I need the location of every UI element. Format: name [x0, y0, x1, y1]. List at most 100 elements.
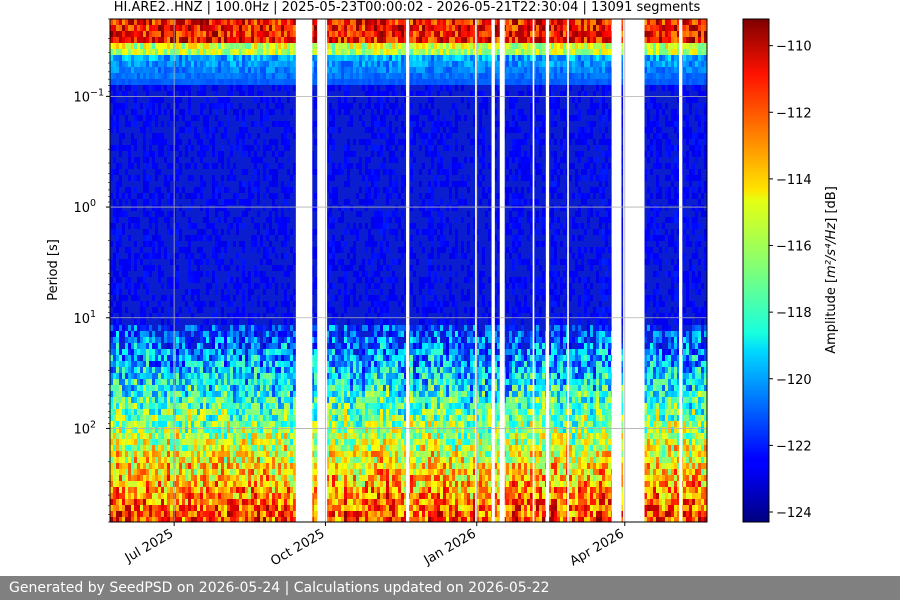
heatmap-cell	[335, 451, 338, 457]
heatmap-cell	[227, 457, 230, 463]
heatmap-cell	[149, 121, 152, 127]
heatmap-cell	[257, 445, 260, 451]
heatmap-cell	[152, 241, 155, 247]
heatmap-cell	[128, 481, 131, 487]
heatmap-cell	[176, 253, 179, 259]
heatmap-cell	[263, 367, 266, 373]
heatmap-cell	[140, 49, 143, 55]
heatmap-cell	[158, 403, 161, 409]
heatmap-cell	[158, 55, 161, 61]
heatmap-cell	[338, 55, 341, 61]
heatmap-cell	[335, 439, 338, 445]
heatmap-cell	[215, 421, 218, 427]
heatmap-cell	[254, 499, 257, 505]
heatmap-cell	[266, 229, 269, 235]
heatmap-cell	[128, 325, 131, 331]
heatmap-cell	[149, 223, 152, 229]
heatmap-cell	[170, 175, 173, 181]
heatmap-cell	[155, 343, 158, 349]
heatmap-cell	[338, 31, 341, 37]
heatmap-cell	[176, 271, 179, 277]
heatmap-cell	[152, 415, 155, 421]
heatmap-cell	[233, 295, 236, 301]
heatmap-cell	[215, 187, 218, 193]
heatmap-cell	[257, 343, 260, 349]
heatmap-cell	[275, 139, 278, 145]
heatmap-cell	[128, 217, 131, 223]
heatmap-cell	[185, 19, 188, 25]
heatmap-cell	[197, 265, 200, 271]
heatmap-cell	[215, 229, 218, 235]
heatmap-cell	[128, 445, 131, 451]
heatmap-cell	[356, 427, 359, 433]
heatmap-cell	[269, 241, 272, 247]
heatmap-cell	[161, 241, 164, 247]
heatmap-cell	[116, 205, 119, 211]
heatmap-cell	[344, 49, 347, 55]
heatmap-cell	[167, 481, 170, 487]
heatmap-cell	[125, 247, 128, 253]
heatmap-cell	[266, 385, 269, 391]
heatmap-cell	[152, 391, 155, 397]
heatmap-cell	[239, 445, 242, 451]
heatmap-cell	[125, 277, 128, 283]
heatmap-cell	[293, 55, 296, 61]
heatmap-cell	[254, 463, 257, 469]
heatmap-cell	[200, 259, 203, 265]
heatmap-cell	[269, 67, 272, 73]
heatmap-cell	[200, 439, 203, 445]
heatmap-cell	[233, 361, 236, 367]
heatmap-cell	[293, 49, 296, 55]
heatmap-cell	[191, 367, 194, 373]
heatmap-cell	[200, 205, 203, 211]
heatmap-cell	[191, 511, 194, 517]
heatmap-cell	[311, 265, 314, 271]
heatmap-cell	[200, 19, 203, 25]
heatmap-cell	[359, 79, 362, 85]
heatmap-cell	[341, 259, 344, 265]
heatmap-cell	[137, 73, 140, 79]
heatmap-cell	[176, 361, 179, 367]
heatmap-cell	[287, 187, 290, 193]
heatmap-cell	[215, 19, 218, 25]
heatmap-cell	[278, 61, 281, 67]
heatmap-cell	[350, 229, 353, 235]
heatmap-cell	[251, 517, 254, 522]
heatmap-cell	[293, 385, 296, 391]
heatmap-cell	[326, 379, 329, 385]
heatmap-cell	[113, 433, 116, 439]
heatmap-cell	[326, 337, 329, 343]
heatmap-cell	[158, 187, 161, 193]
heatmap-cell	[158, 451, 161, 457]
heatmap-cell	[212, 415, 215, 421]
heatmap-cell	[290, 469, 293, 475]
heatmap-cell	[194, 427, 197, 433]
heatmap-cell	[113, 109, 116, 115]
heatmap-cell	[116, 283, 119, 289]
heatmap-cell	[350, 379, 353, 385]
heatmap-cell	[140, 463, 143, 469]
heatmap-cell	[359, 397, 362, 403]
heatmap-cell	[143, 415, 146, 421]
heatmap-cell	[170, 349, 173, 355]
heatmap-cell	[188, 487, 191, 493]
heatmap-cell	[161, 439, 164, 445]
heatmap-cell	[311, 127, 314, 133]
heatmap-cell	[239, 31, 242, 37]
heatmap-cell	[182, 31, 185, 37]
heatmap-cell	[290, 433, 293, 439]
heatmap-cell	[119, 499, 122, 505]
heatmap-cell	[218, 25, 221, 31]
heatmap-cell	[215, 253, 218, 259]
heatmap-cell	[224, 103, 227, 109]
heatmap-cell	[329, 307, 332, 313]
heatmap-cell	[209, 31, 212, 37]
heatmap-cell	[254, 391, 257, 397]
heatmap-cell	[242, 325, 245, 331]
heatmap-cell	[329, 427, 332, 433]
heatmap-cell	[239, 325, 242, 331]
heatmap-cell	[137, 451, 140, 457]
heatmap-cell	[245, 367, 248, 373]
heatmap-cell	[119, 385, 122, 391]
heatmap-cell	[176, 373, 179, 379]
